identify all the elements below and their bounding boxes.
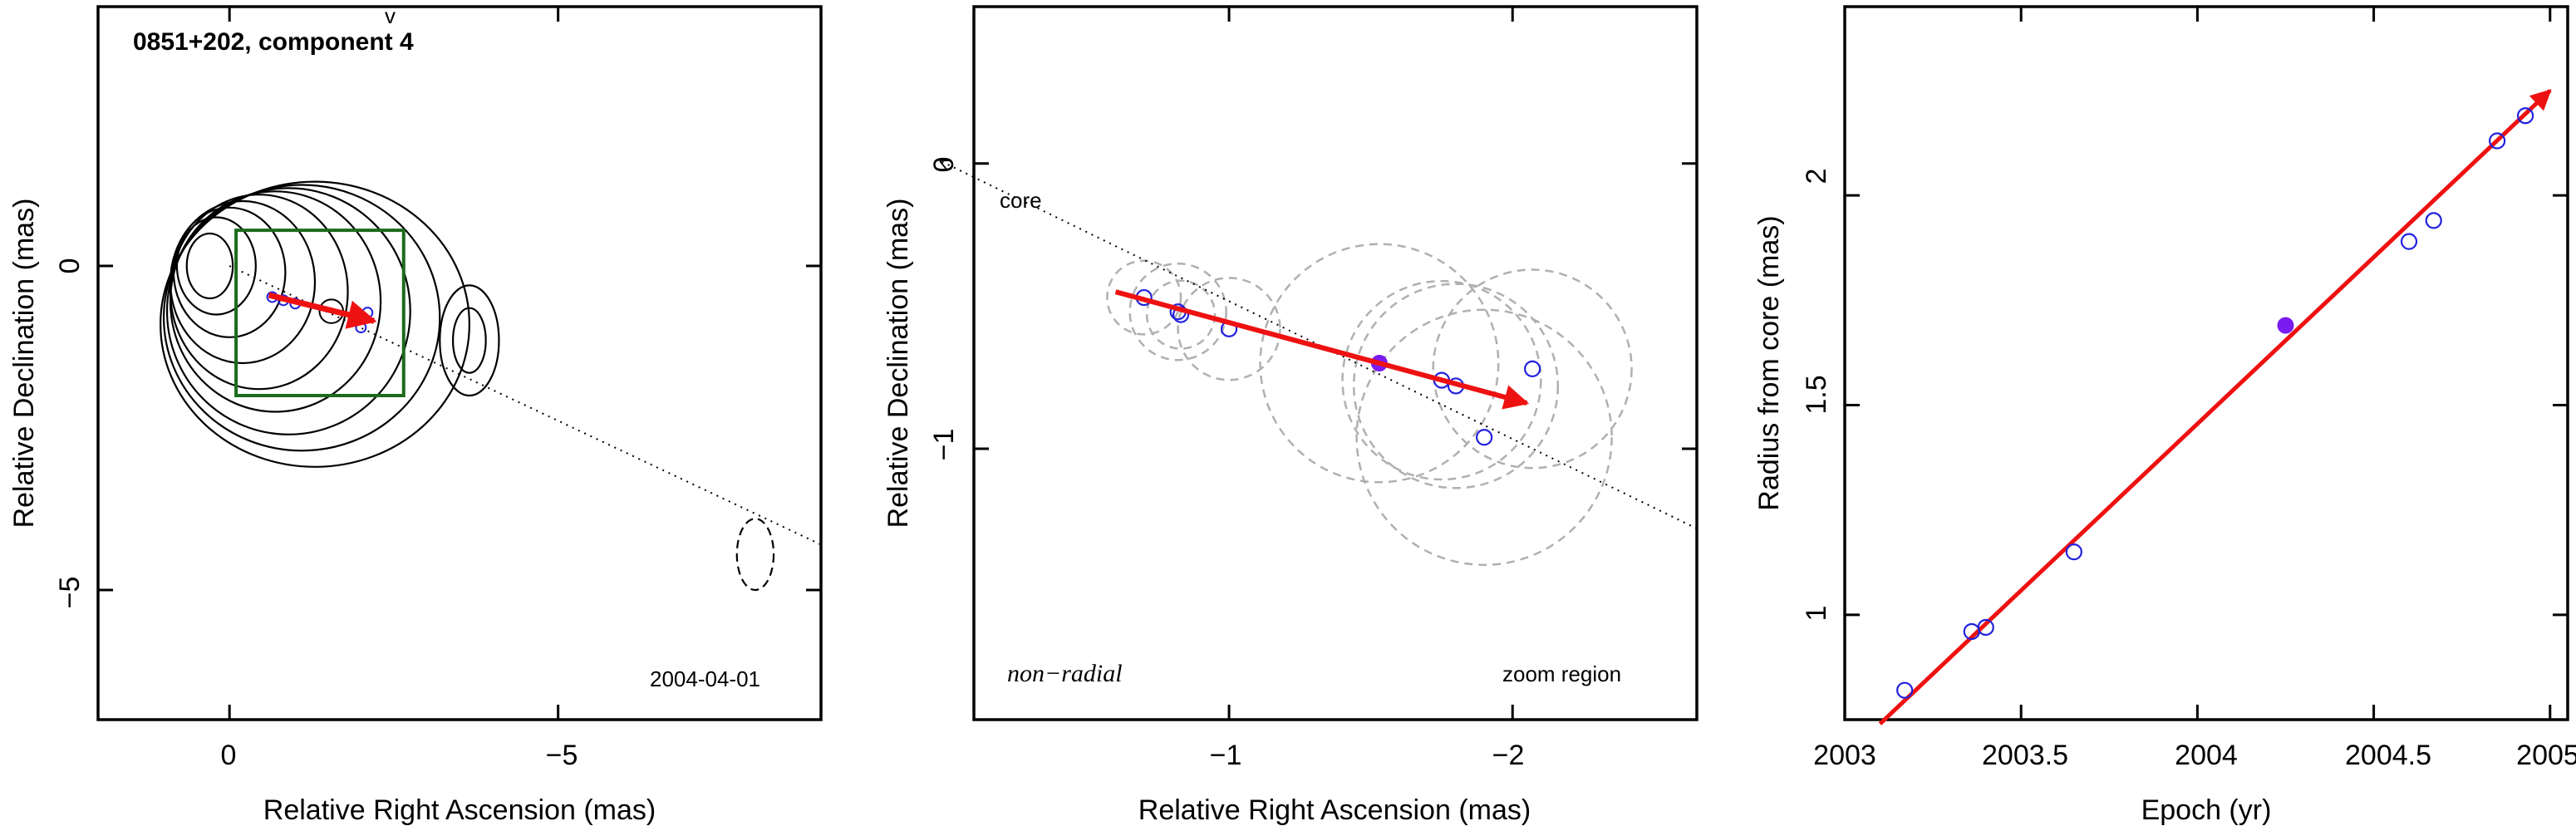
panel-zoom: non−radial zoom region Relative Right As… xyxy=(882,5,1698,826)
data-point xyxy=(2516,107,2534,125)
panel-2-xtick-label: −2 xyxy=(1492,740,1525,771)
panel-epoch: Epoch (yr) Radius from core (mas) 2003 2… xyxy=(1753,5,2576,826)
panel-2-label-left: non−radial xyxy=(1007,660,1123,687)
data-point xyxy=(2400,233,2418,250)
core-direction-line xyxy=(229,265,822,546)
component-size-circle xyxy=(1145,279,1217,350)
contour-line xyxy=(439,284,500,397)
component-size-circle xyxy=(1177,277,1281,381)
panel-3-xtick-label: 2003.5 xyxy=(1982,740,2068,771)
data-point xyxy=(1977,618,1994,637)
panel-2-xlabel: Relative Right Ascension (mas) xyxy=(1138,794,1531,826)
panel-3-xtick-label: 2003 xyxy=(1813,740,1876,771)
beam-ellipse xyxy=(735,518,775,592)
contour-line xyxy=(185,232,234,300)
component-size-circle xyxy=(1259,243,1500,484)
panel-1-ytick-label: −5 xyxy=(54,577,86,609)
panel-1-xtick-label: −5 xyxy=(546,740,578,771)
panel-2-ytick-label: 0 xyxy=(928,157,960,173)
panel-3-frame xyxy=(1843,5,2569,721)
contour-line xyxy=(169,190,382,413)
panel-3-xtick-label: 2004 xyxy=(2175,740,2238,771)
zoom-box-line xyxy=(234,229,406,397)
component-size-circle xyxy=(1341,279,1542,481)
component-size-circle xyxy=(1432,268,1633,470)
panel-1-xlabel: Relative Right Ascension (mas) xyxy=(263,794,656,826)
panel-2-ytick-label: −1 xyxy=(928,429,960,461)
contour-line xyxy=(165,187,411,435)
panel-2-label-right: zoom region xyxy=(1502,661,1621,686)
panel-1-ytick-label: 0 xyxy=(54,258,86,274)
panel-3-ylabel: Radius from core (mas) xyxy=(1753,215,1785,510)
panel-1-date-label: 2004-04-01 xyxy=(650,666,760,691)
motion-arrow xyxy=(268,292,377,329)
data-point-filled xyxy=(2277,317,2294,334)
panel-2-frame xyxy=(972,5,1698,721)
panel-3-xtick-label: 2005 xyxy=(2516,740,2576,771)
panel-3-ytick-label: 1.5 xyxy=(1801,375,1832,414)
data-point xyxy=(2489,132,2506,150)
data-point xyxy=(1896,681,1914,699)
contour-line xyxy=(160,180,470,468)
panel-3-ytick-label: 1 xyxy=(1801,606,1832,622)
panel-2-xtick-label: −1 xyxy=(1210,740,1242,771)
data-point xyxy=(355,322,367,334)
panel-1-ylabel: Relative Declination (mas) xyxy=(8,199,40,529)
panel-3-xlabel: Epoch (yr) xyxy=(2141,794,2272,826)
panel-1-xtick-label: 0 xyxy=(221,740,237,771)
panel-1-extra-mark: v xyxy=(385,3,396,28)
data-point xyxy=(2065,543,2082,561)
component-size-circle xyxy=(1106,259,1182,336)
component-size-circle xyxy=(1128,262,1227,361)
fit-line xyxy=(1878,89,2552,725)
data-point xyxy=(1476,429,1493,446)
component-size-circle xyxy=(1355,308,1613,567)
contour-line xyxy=(451,307,487,374)
panel-2-ylabel: Relative Declination (mas) xyxy=(882,199,914,529)
panel-3-ytick-label: 2 xyxy=(1801,169,1832,184)
contour-line xyxy=(169,199,317,365)
contour-line xyxy=(162,184,441,452)
panel-1-frame xyxy=(96,5,823,721)
panel-3-xtick-label: 2004.5 xyxy=(2345,740,2431,771)
panel-image: 0851+202, component 4 v 2004-04-01 Relat… xyxy=(8,3,823,826)
data-point xyxy=(1524,360,1541,377)
data-point xyxy=(2425,212,2442,229)
motion-arrow xyxy=(1114,289,1530,410)
component-size-circle xyxy=(1352,283,1560,489)
panel-1-title: 0851+202, component 4 xyxy=(133,28,414,56)
